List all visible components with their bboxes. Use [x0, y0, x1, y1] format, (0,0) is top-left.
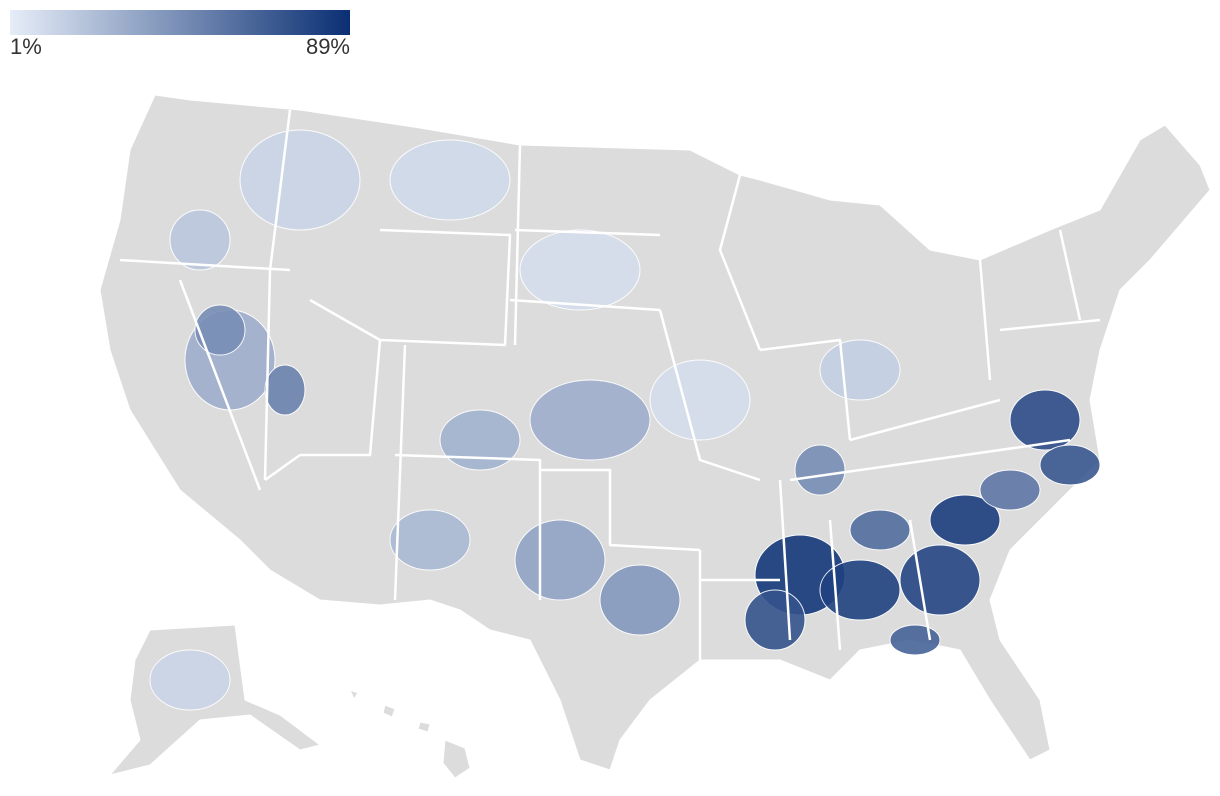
- county-cluster: [849, 509, 911, 551]
- shaded-counties: [149, 129, 1101, 711]
- legend-min-label: 1%: [10, 34, 42, 59]
- county-cluster: [599, 564, 681, 636]
- county-cluster: [169, 209, 231, 271]
- county-cluster: [389, 509, 471, 571]
- county-cluster: [1009, 389, 1081, 451]
- county-cluster: [819, 559, 901, 621]
- county-cluster: [979, 469, 1041, 511]
- county-cluster: [239, 129, 361, 231]
- hawaii: [349, 689, 471, 779]
- county-cluster: [264, 364, 306, 416]
- county-cluster: [194, 304, 246, 356]
- county-cluster: [529, 379, 651, 461]
- county-cluster: [514, 519, 606, 601]
- county-cluster: [1039, 444, 1101, 486]
- county-cluster: [819, 339, 901, 401]
- state-borders: [119, 109, 1101, 660]
- county-cluster: [649, 359, 751, 441]
- county-cluster: [149, 649, 231, 711]
- county-cluster: [889, 624, 941, 656]
- county-cluster: [929, 494, 1001, 546]
- legend-gradient: [10, 10, 350, 35]
- county-cluster: [744, 589, 806, 651]
- county-cluster: [794, 444, 846, 496]
- legend-max-label: 89%: [306, 34, 350, 59]
- county-cluster: [389, 139, 511, 221]
- county-cluster: [439, 409, 521, 471]
- county-cluster: [519, 229, 641, 311]
- county-cluster: [899, 544, 981, 616]
